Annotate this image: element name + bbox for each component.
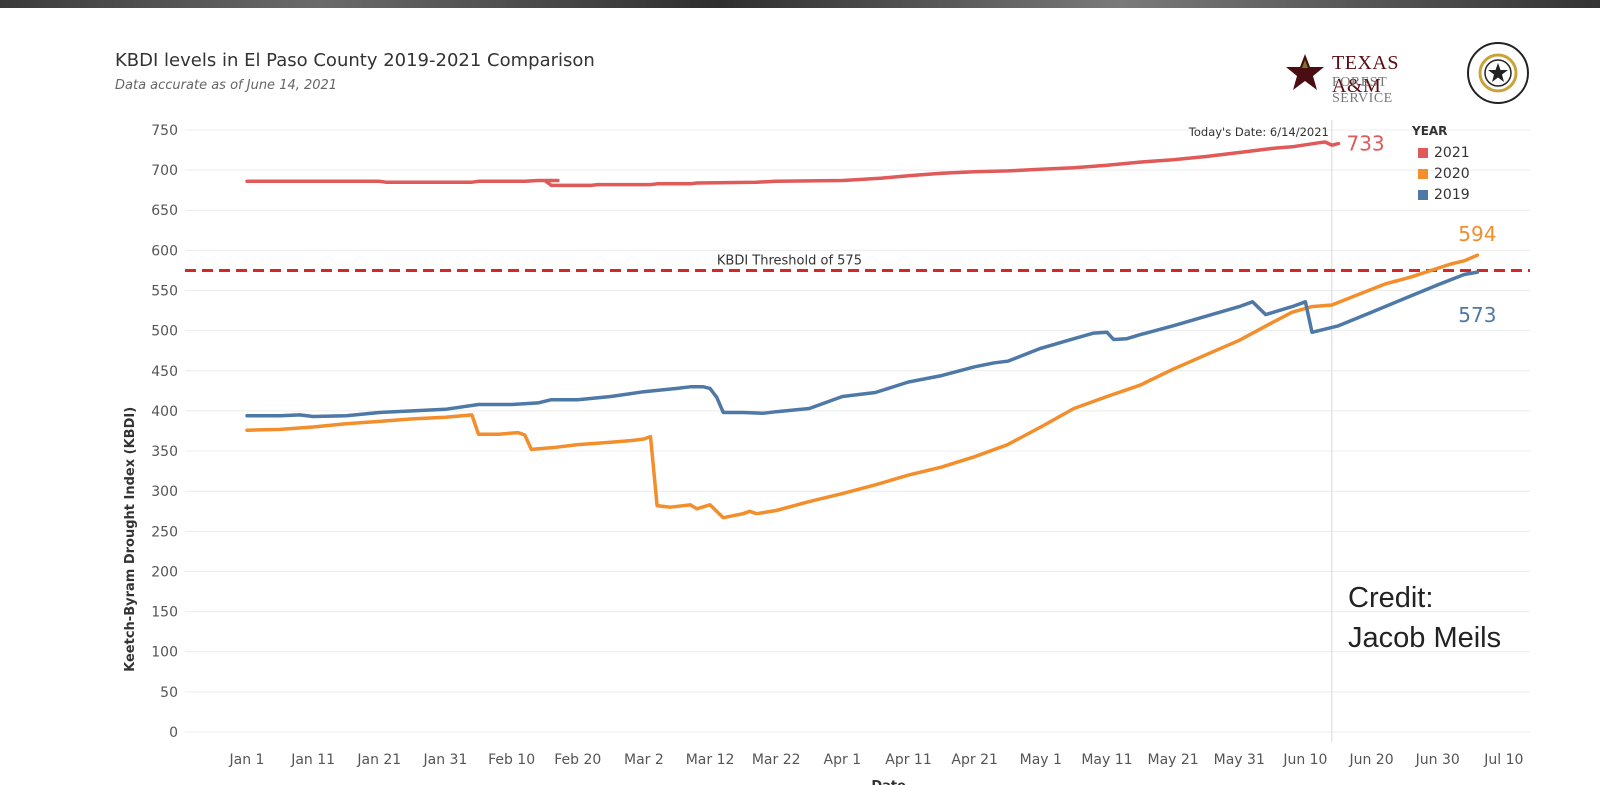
legend-swatch-2019 (1418, 189, 1428, 200)
credit-line2: Jacob Meils (1348, 622, 1502, 654)
end-label-2019: 573 (1458, 303, 1496, 327)
y-tick-label: 200 (151, 564, 178, 580)
el-paso-county-seal (1467, 42, 1529, 104)
x-tick-label: Jan 11 (290, 752, 335, 768)
credit-text: Credit: Jacob Meils (1348, 578, 1501, 658)
logo-text-line1: TEXAS A&M (1332, 52, 1399, 97)
y-axis-title: Keetch-Byram Drought Index (KBDI) (123, 407, 138, 672)
y-tick-label: 400 (151, 404, 178, 420)
x-tick-label: May 31 (1214, 752, 1265, 768)
x-tick-label: Apr 11 (885, 752, 931, 768)
chart-title: KBDI levels in El Paso County 2019-2021 … (115, 50, 595, 71)
y-tick-label: 600 (151, 243, 178, 259)
y-tick-label: 300 (151, 484, 178, 500)
series-line-2020 (245, 253, 1480, 520)
legend-swatch-2020 (1418, 168, 1428, 179)
y-tick-label: 550 (151, 284, 178, 300)
threshold-label: KBDI Threshold of 575 (717, 253, 862, 268)
x-tick-label: Mar 2 (624, 752, 664, 768)
x-tick-label: Mar 22 (752, 752, 801, 768)
legend-swatch-2021 (1418, 147, 1428, 158)
y-tick-label: 350 (151, 444, 178, 460)
y-tick-label: 100 (151, 645, 178, 661)
end-label-2020: 594 (1458, 222, 1496, 246)
x-tick-label: Apr 21 (951, 752, 997, 768)
x-tick-label: Jun 10 (1282, 752, 1327, 768)
today-label: Today's Date: 6/14/2021 (1188, 125, 1329, 139)
y-tick-label: 750 (151, 123, 178, 139)
y-tick-label: 150 (151, 605, 178, 621)
legend-label-2021: 2021 (1434, 144, 1470, 161)
x-tick-label: Jan 31 (423, 752, 468, 768)
legend-label-2019: 2019 (1434, 186, 1470, 203)
x-tick-label: Feb 20 (554, 752, 601, 768)
y-tick-label: 450 (151, 364, 178, 380)
x-tick-label: Jan 1 (229, 752, 265, 768)
credit-line1: Credit: (1348, 582, 1434, 614)
x-tick-label: May 1 (1020, 752, 1062, 768)
y-tick-label: 50 (160, 685, 178, 701)
legend-item-2021: 2021 (1412, 142, 1470, 163)
series-line-2019 (245, 270, 1480, 419)
y-tick-label: 250 (151, 524, 178, 540)
x-tick-label: Apr 1 (824, 752, 862, 768)
top-image-strip (0, 0, 1600, 8)
end-label-2021: 733 (1346, 132, 1384, 156)
legend-title: YEAR (1412, 124, 1448, 138)
x-tick-label: Mar 12 (686, 752, 735, 768)
legend: YEAR 2021 2020 2019 (1412, 124, 1470, 205)
series-line-2021 (245, 140, 1341, 188)
y-tick-label: 650 (151, 203, 178, 219)
star-tree-icon (1286, 54, 1324, 90)
x-tick-label: May 21 (1147, 752, 1198, 768)
x-tick-label: Jan 21 (356, 752, 401, 768)
y-tick-label: 500 (151, 324, 178, 340)
legend-item-2019: 2019 (1412, 184, 1470, 205)
logo-text-line2: FOREST SERVICE (1332, 75, 1393, 106)
x-tick-label: Jun 30 (1415, 752, 1460, 768)
x-tick-label: Feb 10 (488, 752, 535, 768)
x-tick-label: Jun 20 (1348, 752, 1393, 768)
legend-item-2020: 2020 (1412, 163, 1470, 184)
chart-subtitle: Data accurate as of June 14, 2021 (115, 78, 338, 93)
y-tick-label: 0 (169, 725, 178, 741)
x-tick-label: May 11 (1081, 752, 1132, 768)
y-tick-label: 700 (151, 163, 178, 179)
legend-label-2020: 2020 (1434, 165, 1470, 182)
texas-am-forest-service-logo: TEXAS A&M FOREST SERVICE (1285, 52, 1450, 106)
x-axis-title: Date (871, 779, 906, 785)
x-tick-label: Jul 10 (1483, 752, 1523, 768)
